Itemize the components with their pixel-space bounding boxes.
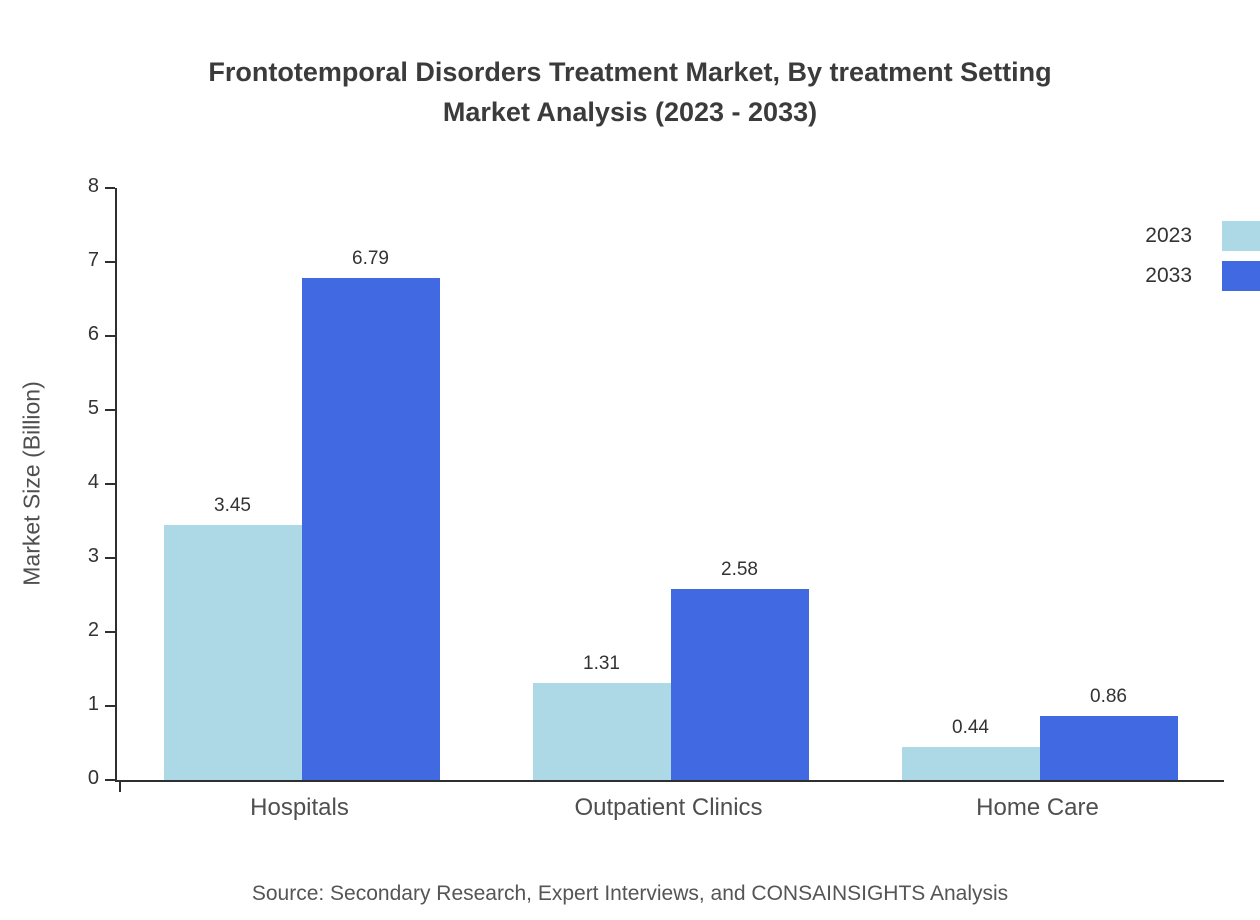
y-axis-tick-label: 1 bbox=[87, 693, 99, 715]
x-axis-tick bbox=[119, 782, 121, 792]
plot-area: 0 1 2 3 4 5 6 7 8 3.45 6.79 1.31 2.58 0.44 0.86 bbox=[88, 175, 1224, 792]
chart-title: Frontotemporal Disorders Treatment Marke… bbox=[0, 52, 1260, 132]
y-axis-tick-label: 5 bbox=[87, 397, 99, 419]
y-axis-tick-label: 0 bbox=[87, 767, 99, 789]
y-axis-tick-label: 7 bbox=[87, 249, 99, 271]
legend-row: 2023 bbox=[1145, 221, 1260, 251]
y-axis-tick bbox=[105, 335, 115, 337]
y-axis-tick bbox=[105, 409, 115, 411]
y-axis-tick-label: 4 bbox=[87, 471, 99, 493]
y-axis-tick bbox=[105, 705, 115, 707]
legend-label: 2033 bbox=[1145, 264, 1192, 287]
bar-value-label: 6.79 bbox=[352, 247, 389, 269]
bar-2033-outpatient-clinics bbox=[670, 589, 809, 780]
chart-title-line1: Frontotemporal Disorders Treatment Marke… bbox=[208, 57, 1052, 87]
bar-value-label: 0.44 bbox=[952, 717, 989, 739]
bar-value-label: 2.58 bbox=[721, 559, 758, 581]
bar-value-label: 1.31 bbox=[583, 653, 620, 675]
bar-2033-home-care bbox=[1039, 716, 1178, 780]
y-axis-tick-label: 8 bbox=[87, 175, 99, 197]
x-axis-category-label: Outpatient Clinics bbox=[574, 794, 763, 821]
bar-2023-hospitals bbox=[163, 524, 302, 780]
legend-swatch bbox=[1222, 261, 1260, 291]
x-axis-category-label: Hospitals bbox=[250, 794, 349, 821]
legend-row: 2033 bbox=[1145, 261, 1260, 291]
bar-value-label: 0.86 bbox=[1090, 686, 1127, 708]
y-axis-tick-label: 6 bbox=[87, 323, 99, 345]
bar-2023-outpatient-clinics bbox=[532, 683, 671, 780]
y-axis-tick bbox=[105, 261, 115, 263]
bar-2033-hospitals bbox=[301, 277, 440, 780]
y-axis-tick bbox=[105, 779, 115, 781]
legend: 2023 2033 bbox=[1145, 221, 1260, 301]
chart-title-line2: Market Analysis (2023 - 2033) bbox=[442, 97, 818, 127]
y-axis-tick bbox=[105, 557, 115, 559]
y-axis-tick bbox=[105, 483, 115, 485]
legend-swatch bbox=[1222, 221, 1260, 251]
y-axis-tick-label: 3 bbox=[87, 545, 99, 567]
bar-2023-home-care bbox=[901, 747, 1040, 780]
y-axis-tick bbox=[105, 631, 115, 633]
x-axis-category-labels: Hospitals Outpatient Clinics Home Care bbox=[115, 794, 1222, 828]
y-axis-tick bbox=[105, 187, 115, 189]
source-note: Source: Secondary Research, Expert Inter… bbox=[251, 882, 1009, 905]
y-axis-tick-label: 2 bbox=[87, 619, 99, 641]
legend-label: 2023 bbox=[1145, 224, 1192, 247]
x-axis-category-label: Home Care bbox=[976, 794, 1099, 821]
y-axis-label: Market Size (Billion) bbox=[18, 381, 45, 586]
bar-value-label: 3.45 bbox=[214, 494, 251, 516]
